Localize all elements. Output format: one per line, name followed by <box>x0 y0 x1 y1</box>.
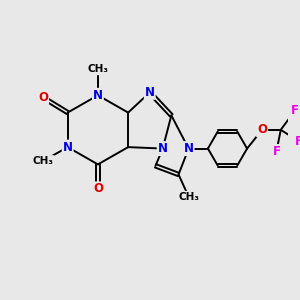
Text: O: O <box>93 182 103 195</box>
Text: F: F <box>272 145 281 158</box>
Text: CH₃: CH₃ <box>87 64 108 74</box>
Text: O: O <box>38 91 48 104</box>
Text: CH₃: CH₃ <box>33 156 54 166</box>
Text: O: O <box>257 123 267 136</box>
Text: N: N <box>158 142 168 155</box>
Text: F: F <box>295 135 300 148</box>
Text: N: N <box>63 141 73 154</box>
Text: N: N <box>145 86 155 99</box>
Text: CH₃: CH₃ <box>178 192 199 202</box>
Text: N: N <box>93 89 103 102</box>
Text: N: N <box>184 142 194 155</box>
Text: F: F <box>291 104 299 117</box>
